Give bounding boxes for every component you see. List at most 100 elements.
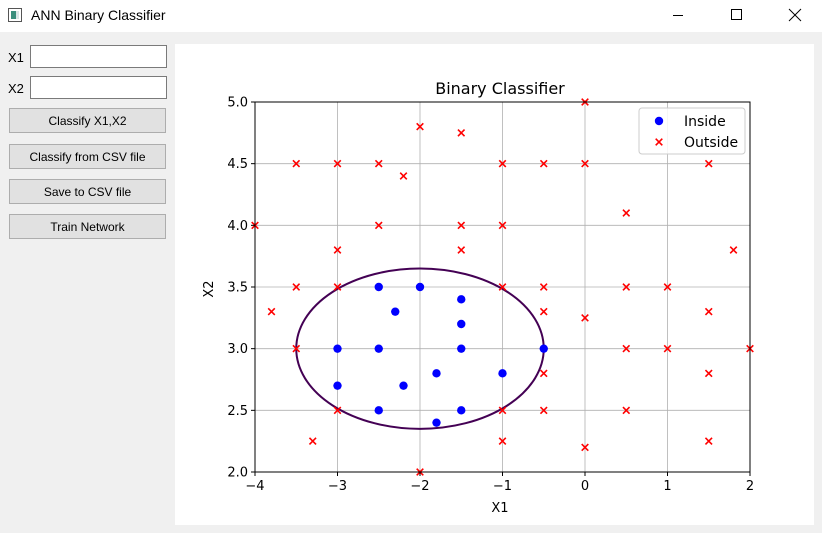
outside-point <box>539 159 548 168</box>
outside-point <box>704 437 713 446</box>
chart-title: Binary Classifier <box>435 79 565 98</box>
close-button[interactable] <box>770 0 816 31</box>
x-tick-label: −3 <box>328 479 347 494</box>
legend-outside-label: Outside <box>684 135 738 151</box>
y-tick-label: 3.5 <box>227 281 248 296</box>
save-csv-button[interactable]: Save to CSV file <box>9 179 166 204</box>
outside-point <box>539 307 548 316</box>
outside-point <box>498 437 507 446</box>
inside-point <box>457 319 466 329</box>
outside-point <box>498 406 507 415</box>
outside-point <box>581 159 589 168</box>
outside-point <box>333 159 342 168</box>
outside-point <box>416 122 424 131</box>
outside-point <box>622 344 631 353</box>
y-tick-label: 2.5 <box>227 404 248 419</box>
outside-point <box>457 246 466 254</box>
inside-point <box>391 307 400 316</box>
inside-point <box>432 369 441 378</box>
axes: −4 −3 −2 −1 0 1 2 2.0 2.5 3.0 3.5 4.0 4.5 5.0 <box>227 96 754 495</box>
y-axis-label: X2 <box>202 280 217 297</box>
outside-point <box>539 369 548 378</box>
outside-point <box>729 246 738 254</box>
legend-inside-marker <box>654 116 664 126</box>
title-bar: ANN Binary Classifier <box>0 0 822 32</box>
maximize-icon <box>731 9 742 20</box>
inside-point <box>333 381 342 390</box>
legend-inside-label: Inside <box>684 114 726 130</box>
outside-point <box>622 406 631 415</box>
outside-point <box>498 159 507 168</box>
x2-label: X2 <box>8 81 24 96</box>
outside-point <box>581 443 589 452</box>
legend-box <box>638 107 746 155</box>
outside-point <box>622 283 631 291</box>
outside-point <box>374 221 383 230</box>
outside-point <box>663 344 672 353</box>
outside-point <box>292 159 301 168</box>
inside-point <box>457 406 466 415</box>
outside-point <box>539 283 548 291</box>
x-axis-label: X1 <box>491 501 508 516</box>
outside-point <box>308 437 317 446</box>
outside-point <box>374 159 383 168</box>
maximize-button[interactable] <box>713 0 759 31</box>
inside-point <box>374 344 383 353</box>
y-tick-label: 4.0 <box>227 219 248 234</box>
x-tick-label: 1 <box>663 479 671 494</box>
outside-point <box>704 369 713 378</box>
outside-point <box>267 307 276 316</box>
x-tick-label: −2 <box>410 479 429 494</box>
x-tick-label: 0 <box>581 479 589 494</box>
inside-point <box>432 418 441 427</box>
inside-point <box>457 344 466 353</box>
minimize-icon <box>673 15 683 16</box>
outside-point <box>333 246 342 254</box>
outside-point <box>457 221 466 230</box>
outside-point <box>704 307 713 316</box>
train-network-button[interactable]: Train Network <box>9 214 166 239</box>
outside-point <box>457 128 466 137</box>
y-tick-label: 2.0 <box>227 466 248 481</box>
inside-point <box>333 344 342 353</box>
inside-point <box>374 282 383 292</box>
outside-point <box>292 283 301 291</box>
y-tick-label: 5.0 <box>227 96 248 111</box>
classify-button[interactable]: Classify X1,X2 <box>9 108 166 133</box>
control-panel: X1 X2 Classify X1,X2 Classify from CSV f… <box>0 40 170 530</box>
legend: Inside Outside <box>638 107 746 155</box>
outside-point <box>581 313 589 322</box>
x-tick-label: −1 <box>493 479 512 494</box>
app-icon <box>8 8 22 22</box>
outside-point <box>622 209 631 217</box>
inside-point <box>399 381 408 390</box>
x-tick-label: 2 <box>746 479 754 494</box>
data-points <box>251 98 754 476</box>
outside-point <box>663 283 672 291</box>
outside-point <box>498 221 507 230</box>
scatter-chart: −4 −3 −2 −1 0 1 2 2.0 2.5 3.0 3.5 4.0 4.5 5.0 Binary … <box>202 79 754 516</box>
inside-point <box>374 406 383 415</box>
classify-csv-button[interactable]: Classify from CSV file <box>9 144 166 169</box>
minimize-button[interactable] <box>655 0 701 31</box>
close-icon <box>788 8 802 22</box>
x2-input[interactable] <box>30 76 167 99</box>
window-title: ANN Binary Classifier <box>31 7 166 23</box>
outside-point <box>292 344 301 353</box>
inside-point <box>457 295 466 304</box>
x-tick-label: −4 <box>245 479 264 494</box>
inside-point <box>539 344 548 353</box>
outside-point <box>333 283 342 291</box>
outside-point <box>498 283 507 291</box>
plot-canvas[interactable]: −4 −3 −2 −1 0 1 2 2.0 2.5 3.0 3.5 4.0 4.5 5.0 Binary … <box>175 44 814 525</box>
outside-point <box>333 406 342 415</box>
x1-input[interactable] <box>30 45 167 68</box>
x1-label: X1 <box>8 50 24 65</box>
y-tick-label: 3.0 <box>227 342 248 357</box>
legend-outside-marker <box>655 138 663 146</box>
outside-point <box>539 406 548 415</box>
y-tick-label: 4.5 <box>227 157 248 172</box>
inside-point <box>498 369 507 378</box>
inside-point <box>415 282 425 292</box>
outside-point <box>399 172 408 180</box>
